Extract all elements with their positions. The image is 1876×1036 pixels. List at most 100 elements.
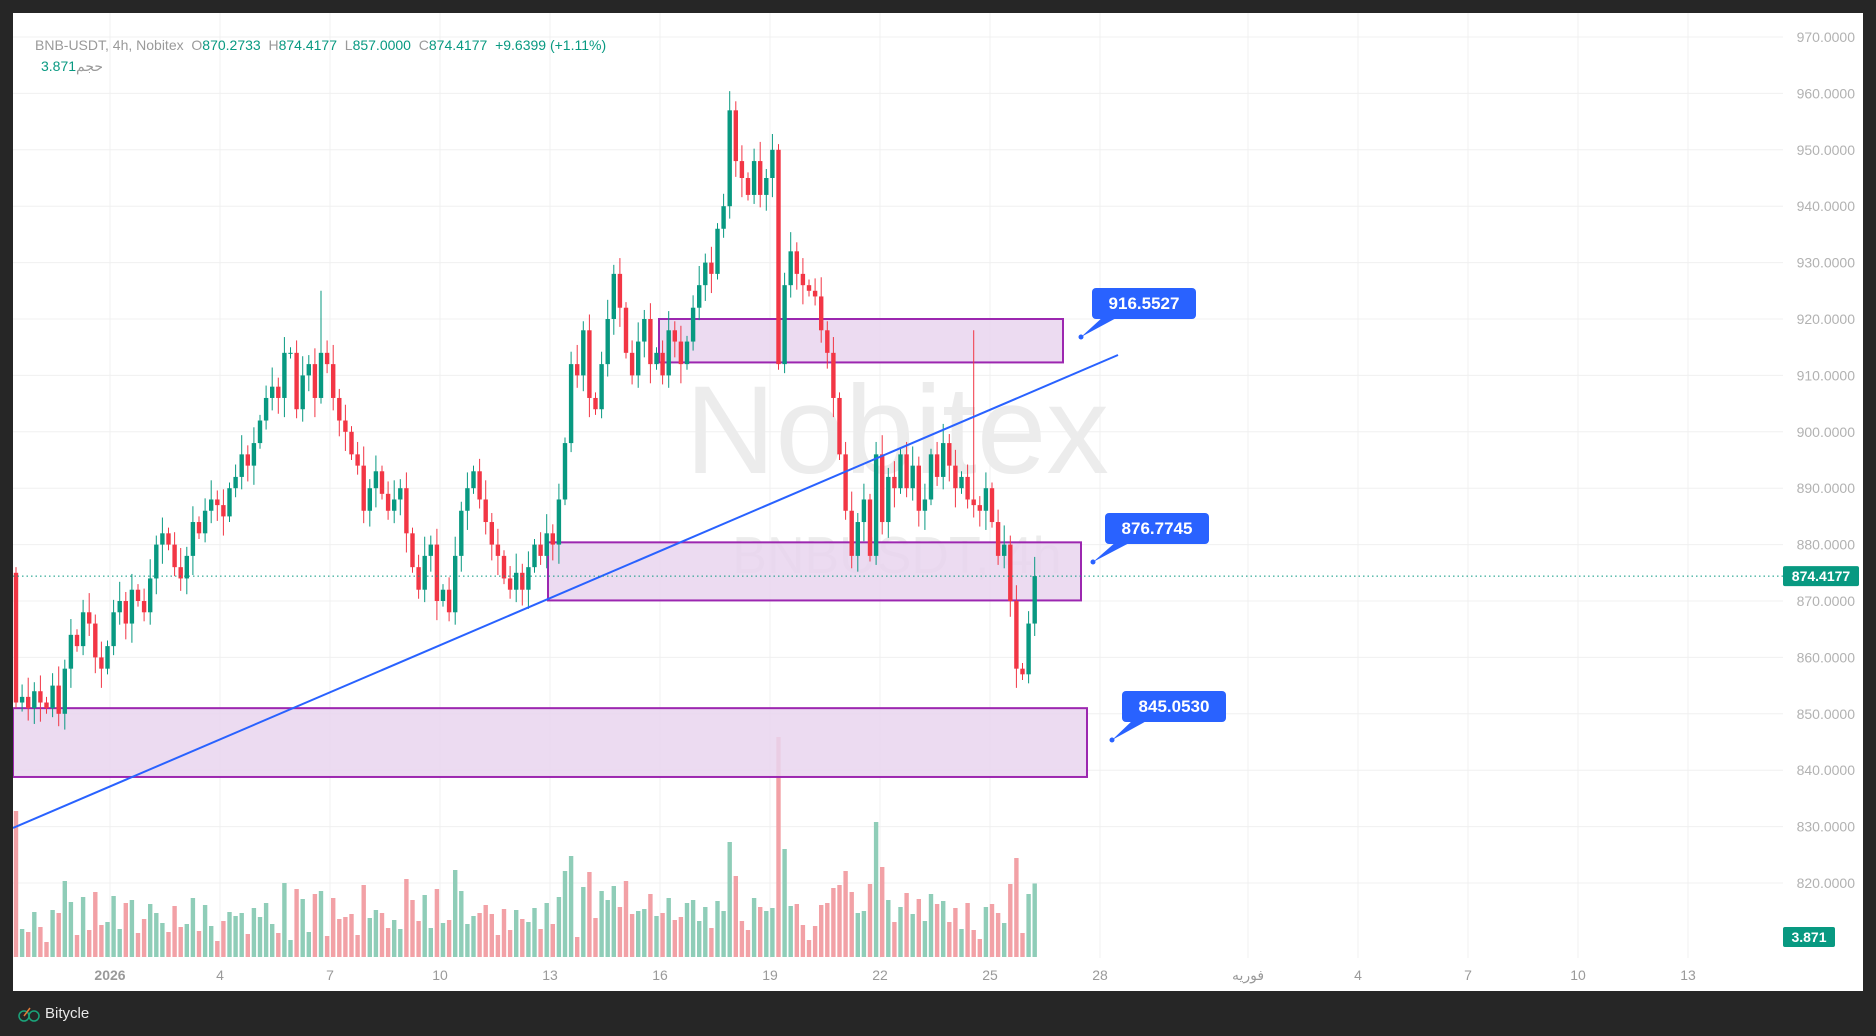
trend-line — [13, 354, 1119, 829]
volume-bar — [398, 929, 403, 957]
candle-body — [953, 465, 958, 489]
candle-body — [941, 443, 946, 477]
candle-body — [154, 544, 159, 579]
y-tick-label: 940.0000 — [1797, 198, 1856, 214]
callout-anchor-dot — [1090, 559, 1096, 565]
y-tick-label: 860.0000 — [1797, 649, 1856, 665]
candle-body — [483, 499, 488, 523]
candle-body — [1026, 623, 1031, 675]
change-value: +9.6399 (+1.11%) — [495, 37, 607, 53]
candle-body — [825, 330, 830, 353]
y-tick-label: 960.0000 — [1797, 85, 1856, 101]
open-label: O — [191, 37, 203, 53]
candle-body — [123, 601, 128, 624]
candle-body — [166, 533, 171, 545]
volume-bar — [215, 941, 220, 957]
volume-bar — [196, 931, 202, 957]
candle-body — [928, 454, 934, 500]
candle-body — [44, 702, 49, 709]
candle-body — [111, 612, 116, 647]
candle-body — [1008, 544, 1013, 601]
y-tick-label: 930.0000 — [1797, 255, 1856, 271]
candle-body — [538, 544, 543, 556]
volume-bar — [678, 917, 684, 957]
volume-bar — [928, 894, 934, 957]
candle-body — [318, 352, 324, 398]
candle-body — [636, 341, 641, 376]
candle-body — [32, 691, 37, 709]
volume-bar — [26, 932, 31, 957]
candle-body — [550, 533, 555, 545]
volume-bar — [87, 930, 92, 957]
candle-body — [300, 375, 305, 410]
volume-bar — [959, 929, 964, 957]
candle-body — [916, 465, 921, 511]
volume-bar — [93, 892, 98, 957]
volume-bar — [111, 896, 116, 957]
candle-body — [629, 352, 635, 376]
volume-bar — [361, 885, 366, 957]
candle-body — [446, 589, 452, 613]
high-value: 874.4177 — [278, 37, 337, 53]
volume-bar — [794, 904, 799, 957]
volume-bar — [947, 922, 952, 957]
volume-bar — [880, 867, 885, 957]
candle-body — [544, 533, 549, 556]
chart-panel[interactable]: 970.0000 960.0000 950.0000 940.0000 930.0000… — [13, 13, 1863, 991]
price-chart[interactable]: 970.0000 960.0000 950.0000 940.0000 930.0000… — [13, 13, 1863, 991]
volume-bar — [288, 940, 293, 957]
volume-bar — [1014, 858, 1019, 957]
price-callout — [1092, 288, 1196, 319]
volume-bar — [1002, 923, 1007, 957]
x-tick-label: 4 — [216, 967, 224, 983]
candle-body — [892, 476, 897, 489]
volume-bar — [758, 907, 763, 957]
volume-bar — [276, 933, 281, 957]
candle-body — [129, 589, 135, 624]
candle-body — [867, 499, 873, 556]
candle-body — [209, 499, 214, 511]
x-tick-label: 10 — [432, 967, 448, 983]
volume-bar — [782, 849, 787, 957]
candle-body — [758, 161, 763, 195]
candle-body — [934, 454, 940, 477]
candle-body — [50, 685, 55, 709]
candle-body — [843, 454, 848, 511]
candle-body — [514, 572, 519, 590]
candle-body — [849, 510, 854, 556]
volume-bar — [428, 928, 433, 957]
candle-body — [56, 685, 61, 714]
candle-body — [794, 251, 799, 274]
candle-body — [617, 273, 623, 308]
volume-bar — [739, 921, 745, 957]
volume-bar — [892, 922, 897, 957]
volume-bar — [971, 930, 976, 957]
candle-body — [733, 110, 738, 162]
ohlc-legend: BNB-USDT, 4h, Nobitex O870.2733 H874.417… — [35, 37, 606, 53]
candle-body — [745, 178, 751, 195]
volume-bar — [343, 917, 348, 957]
volume-bar — [416, 921, 421, 957]
volume-bar — [349, 914, 354, 957]
candle-body — [575, 364, 580, 376]
high-label: H — [268, 37, 279, 53]
candle-body — [593, 397, 598, 410]
volume-bar — [507, 930, 513, 957]
candle-body — [471, 471, 476, 489]
candle-body — [520, 572, 525, 590]
volume-bar — [19, 929, 25, 957]
x-tick-label: 7 — [326, 967, 334, 983]
candle-body — [660, 352, 665, 376]
volume-bar — [550, 924, 555, 957]
volume-bar — [404, 879, 409, 957]
candle-body — [477, 471, 482, 500]
volume-bar — [709, 928, 714, 957]
y-tick-label: 890.0000 — [1797, 480, 1856, 496]
x-tick-label: 10 — [1570, 967, 1586, 983]
volume-badge — [1783, 927, 1835, 947]
price-callout-label: 845.0530 — [1139, 697, 1210, 716]
y-tick-label: 950.0000 — [1797, 142, 1856, 158]
watermark-text: Nobitex — [685, 361, 1109, 500]
candle-body — [282, 352, 287, 398]
candle-body — [87, 612, 92, 624]
